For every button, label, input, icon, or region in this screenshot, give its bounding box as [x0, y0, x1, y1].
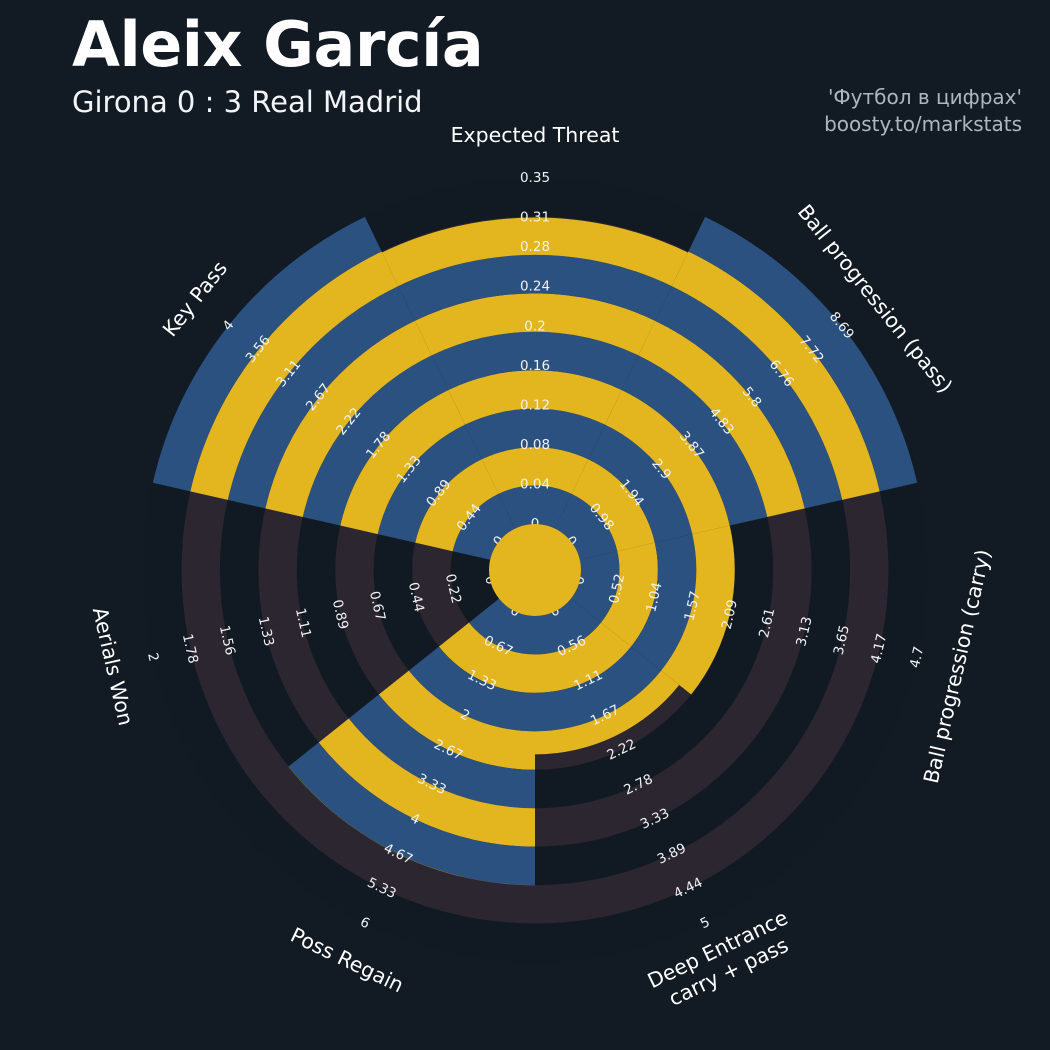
axis-tick-label: 2.09 — [719, 598, 741, 631]
axis-tick-label: 1.33 — [255, 615, 277, 648]
value-ring-segment — [601, 542, 658, 647]
value-ring-segment — [152, 216, 382, 492]
axis-tick-label: 4.17 — [868, 632, 890, 665]
match-subtitle: Girona 0 : 3 Real Madrid — [72, 85, 423, 120]
value-ring-segment — [638, 320, 805, 517]
value-ring-segment — [302, 355, 449, 526]
axis-tick-label: 0.04 — [520, 476, 550, 492]
axis-tick-label: 1.56 — [216, 624, 238, 657]
axis-title-aerials-won: Aerials Won — [88, 605, 138, 728]
value-ring-segment — [452, 493, 516, 560]
axis-tick-label: 0.08 — [520, 437, 550, 453]
axis-title-line: Ball progression (carry) — [919, 547, 996, 786]
value-ring-segment — [571, 459, 655, 552]
axis-tick-label: 0.16 — [520, 358, 550, 374]
value-ring-segment — [535, 598, 602, 655]
value-ring-segment — [465, 408, 605, 460]
axis-tick-label: 4.7 — [907, 645, 927, 670]
axis-tick-label: 1.57 — [681, 590, 703, 623]
value-ring-segment — [288, 742, 535, 886]
value-ring-segment — [340, 390, 466, 535]
value-ring-segment — [671, 251, 880, 500]
value-ring-segment — [481, 447, 589, 494]
axis-tick-label: 0.28 — [520, 239, 550, 255]
value-ring-segment — [661, 525, 735, 695]
axis-tick-label: 3.65 — [831, 624, 853, 657]
axis-tick-label: 2.61 — [756, 607, 778, 640]
value-ring-segment — [438, 622, 535, 693]
axis-tick-label: 0.22 — [442, 572, 464, 605]
value-ring-segment — [190, 251, 399, 500]
axis-tick-label: 0.67 — [366, 590, 388, 623]
axis-title-expected-threat: Expected Threat — [451, 123, 620, 147]
value-ring-segment — [655, 286, 843, 509]
value-ring-segment — [227, 286, 415, 509]
value-ring-segment — [398, 254, 672, 321]
axis-title-key-pass: Key Pass — [158, 256, 232, 341]
credit-line-2: boosty.to/markstats — [824, 112, 1022, 136]
value-ring-segment — [621, 355, 768, 526]
value-ring-segment — [377, 424, 482, 543]
axis-tick-label: 0.89 — [329, 598, 351, 631]
axis-title-ball-progression-carry: Ball progression (carry) — [919, 547, 996, 786]
axis-tick-label: 0.24 — [520, 279, 550, 295]
value-ring-segment — [348, 694, 535, 809]
axis-tick-label: 0.31 — [520, 210, 550, 226]
value-ring-segment — [265, 320, 432, 517]
value-ring-segment — [318, 718, 535, 847]
value-ring-segment — [588, 424, 693, 543]
axis-tick-label: 0.52 — [606, 572, 628, 605]
axis-title-line: Aerials Won — [88, 605, 138, 728]
value-wedge-layer — [152, 216, 918, 886]
value-ring-segment — [378, 670, 535, 770]
axis-title-line: Key Pass — [158, 256, 232, 341]
credit-line-1: 'Футбол в цифрах' — [827, 85, 1022, 109]
value-ring-segment — [535, 670, 680, 755]
value-ring-segment — [570, 551, 620, 623]
axis-tick-label: 0.12 — [520, 397, 550, 413]
value-ring-segment — [631, 534, 697, 671]
value-ring-segment — [382, 217, 688, 287]
axis-tick-label: 1.04 — [643, 581, 665, 614]
value-ring-segment — [535, 646, 662, 732]
value-ring-segment — [448, 370, 622, 425]
axis-title-line: Expected Threat — [451, 123, 620, 147]
credit-block: 'Футбол в цифрах' boosty.to/markstats — [824, 84, 1022, 138]
axis-tick-label: 0.35 — [520, 170, 550, 186]
grid-ring — [143, 178, 927, 962]
title-block: Aleix García Girona 0 : 3 Real Madrid — [72, 12, 772, 119]
value-ring-segment — [688, 216, 918, 492]
value-ring-segment — [415, 459, 499, 552]
value-ring-segment — [554, 493, 618, 560]
value-ring-segment — [498, 485, 572, 529]
value-ring-segment — [535, 622, 632, 693]
axis-tick-label: 2 — [144, 651, 162, 663]
axis-tick-label: 0.2 — [524, 318, 545, 334]
axis-tick-label: 0.44 — [405, 581, 427, 614]
axis-tick-label: 3.13 — [793, 615, 815, 648]
page-title: Aleix García — [72, 8, 484, 81]
axis-tick-label: 1.11 — [292, 607, 314, 640]
value-ring-segment — [414, 293, 656, 356]
value-ring-segment — [604, 390, 730, 535]
value-ring-segment — [691, 525, 735, 695]
axis-tick-label: 1.78 — [179, 632, 201, 665]
value-ring-segment — [468, 598, 535, 655]
value-ring-segment — [408, 646, 535, 732]
axis-title-line: Poss Regain — [287, 923, 408, 998]
center-hub — [489, 524, 581, 616]
value-ring-segment — [431, 331, 639, 391]
axis-title-poss-regain: Poss Regain — [287, 923, 408, 998]
